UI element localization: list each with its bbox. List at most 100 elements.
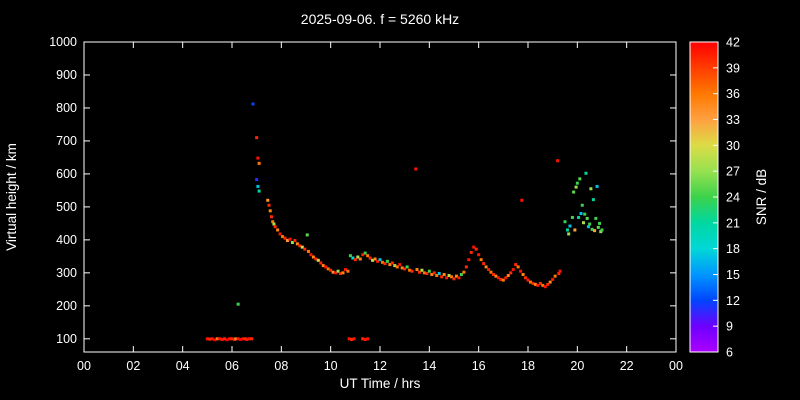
axis-ticks: 00 02 04 06 08 10 12 14 16 18 20 22 0010020030040050… xyxy=(49,35,683,373)
scatter-point xyxy=(385,259,389,263)
scatter-point xyxy=(350,337,354,341)
scatter-point xyxy=(353,258,357,262)
scatter-point xyxy=(565,228,569,232)
scatter-point xyxy=(593,229,597,233)
scatter-point xyxy=(352,337,356,341)
scatter-point xyxy=(442,273,446,276)
scatter-point xyxy=(509,271,513,275)
scatter-point xyxy=(326,267,330,271)
scatter-point xyxy=(450,275,454,279)
scatter-point xyxy=(250,337,254,341)
scatter-point xyxy=(590,227,594,231)
scatter-point xyxy=(599,230,603,234)
scatter-point xyxy=(376,259,380,263)
scatter-point xyxy=(347,337,351,341)
y-tick-label: 700 xyxy=(56,134,77,148)
scatter-point xyxy=(417,270,421,274)
scatter-point xyxy=(435,273,439,277)
scatter-point xyxy=(400,266,404,270)
x-tick-label: 10 xyxy=(324,359,338,373)
scatter-point xyxy=(368,256,372,260)
scatter-point xyxy=(278,232,282,236)
data-points xyxy=(205,102,604,342)
scatter-point xyxy=(538,281,542,285)
scatter-point xyxy=(267,203,271,207)
scatter-point xyxy=(572,190,576,194)
scatter-point xyxy=(230,337,234,341)
colorbar-tick-label: 12 xyxy=(726,294,740,308)
colorbar-tick-label: 30 xyxy=(726,139,740,153)
chart-title: 2025-09-06. f = 5260 kHz xyxy=(301,11,459,27)
colorbar-tick-label: 36 xyxy=(726,87,740,101)
x-tick-label: 14 xyxy=(422,359,436,373)
scatter-point xyxy=(579,211,583,215)
scatter-point xyxy=(584,171,588,175)
scatter-point xyxy=(533,282,537,286)
y-tick-label: 500 xyxy=(56,200,77,214)
scatter-point xyxy=(425,272,429,276)
x-tick-label: 08 xyxy=(274,359,288,373)
scatter-point xyxy=(440,275,444,279)
scatter-point xyxy=(589,187,593,191)
scatter-point xyxy=(420,268,424,272)
scatter-point xyxy=(570,215,574,219)
scatter-point xyxy=(269,215,273,219)
y-tick-label: 1000 xyxy=(49,35,77,49)
scatter-point xyxy=(378,258,382,262)
scatter-point xyxy=(575,181,579,185)
scatter-point xyxy=(388,263,392,267)
scatter-point xyxy=(427,269,431,273)
y-tick-label: 900 xyxy=(56,68,77,82)
scatter-point xyxy=(220,337,224,341)
scatter-point xyxy=(467,258,471,262)
scatter-point xyxy=(528,280,532,284)
scatter-point xyxy=(437,272,441,276)
scatter-point xyxy=(276,228,280,232)
scatter-point xyxy=(363,251,367,255)
scatter-point xyxy=(588,222,592,226)
scatter-point xyxy=(268,209,272,213)
scatter-point xyxy=(247,337,251,341)
scatter-point xyxy=(281,235,285,239)
scatter-point xyxy=(314,257,318,261)
scatter-point xyxy=(514,263,518,267)
scatter-point xyxy=(553,274,557,278)
scatter-point xyxy=(346,269,350,273)
scatter-point xyxy=(541,283,545,287)
colorbar-tick-label: 39 xyxy=(726,61,740,75)
scatter-point xyxy=(366,337,370,341)
x-tick-label: 20 xyxy=(570,359,584,373)
scatter-point xyxy=(521,273,525,276)
scatter-point xyxy=(422,271,426,275)
scatter-point xyxy=(484,265,488,269)
scatter-point xyxy=(286,239,289,243)
scatter-point xyxy=(366,254,370,258)
scatter-point xyxy=(272,222,276,226)
x-tick-label: 00 xyxy=(669,359,683,373)
scatter-point xyxy=(329,268,333,272)
scatter-point xyxy=(218,337,222,341)
y-tick-label: 400 xyxy=(56,233,77,247)
scatter-point xyxy=(557,272,561,276)
scatter-point xyxy=(241,337,245,341)
scatter-point xyxy=(410,269,414,273)
colorbar-tick-label: 6 xyxy=(726,346,733,360)
scatter-point xyxy=(348,254,352,258)
scatter-point xyxy=(213,338,217,342)
colorbar-tick-label: 42 xyxy=(726,36,740,50)
scatter-point xyxy=(551,277,555,281)
scatter-point xyxy=(520,198,524,202)
plot-box xyxy=(83,41,677,353)
scatter-point xyxy=(519,269,523,273)
colorbar-tick-label: 27 xyxy=(726,165,740,179)
scatter-point xyxy=(506,273,510,277)
scatter-point xyxy=(596,225,600,229)
scatter-point xyxy=(210,337,214,341)
scatter-point xyxy=(591,198,595,202)
scatter-point xyxy=(556,159,560,163)
scatter-point xyxy=(568,224,572,228)
scatter-point xyxy=(290,241,294,245)
scatter-point xyxy=(516,265,520,269)
scatter-point xyxy=(208,337,212,341)
